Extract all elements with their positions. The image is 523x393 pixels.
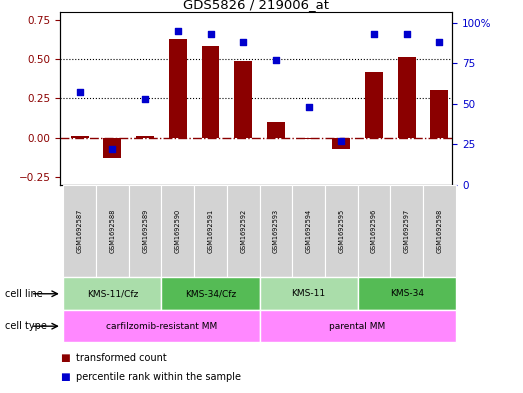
Bar [227, 185, 259, 277]
Point [174, 28, 182, 34]
Text: KMS-11: KMS-11 [291, 289, 326, 298]
Point [272, 57, 280, 63]
Text: GSM1692589: GSM1692589 [142, 209, 148, 253]
Text: cell type: cell type [5, 321, 47, 331]
Bar [234, 61, 252, 138]
Bar [71, 136, 89, 138]
Text: GSM1692594: GSM1692594 [305, 209, 312, 253]
Bar [63, 310, 259, 342]
Text: GSM1692588: GSM1692588 [109, 209, 116, 253]
Point [141, 95, 150, 102]
Text: percentile rank within the sample: percentile rank within the sample [76, 372, 241, 382]
Bar [390, 185, 423, 277]
Bar [358, 277, 456, 310]
Text: GSM1692596: GSM1692596 [371, 209, 377, 253]
Bar [332, 138, 350, 149]
Bar [136, 136, 154, 138]
Text: KMS-34/Cfz: KMS-34/Cfz [185, 289, 236, 298]
Bar [430, 90, 448, 138]
Point [206, 31, 214, 37]
Bar [162, 185, 194, 277]
Bar [63, 185, 96, 277]
Text: GSM1692597: GSM1692597 [404, 209, 410, 253]
Bar [104, 138, 121, 158]
Bar [129, 185, 162, 277]
Bar [201, 46, 220, 138]
Text: GSM1692590: GSM1692590 [175, 209, 181, 253]
Bar [423, 185, 456, 277]
Text: GSM1692598: GSM1692598 [436, 209, 442, 253]
Bar [397, 57, 416, 138]
Bar [162, 277, 259, 310]
Text: cell line: cell line [5, 289, 43, 299]
Bar [300, 138, 317, 139]
Bar [194, 185, 227, 277]
Text: GSM1692595: GSM1692595 [338, 209, 344, 253]
Bar [169, 39, 187, 138]
Text: transformed count: transformed count [76, 353, 167, 363]
Point [239, 39, 247, 45]
Text: KMS-11/Cfz: KMS-11/Cfz [87, 289, 138, 298]
Bar [358, 185, 390, 277]
Bar [259, 310, 456, 342]
Point [403, 31, 411, 37]
Bar [259, 185, 292, 277]
Point [75, 89, 84, 95]
Point [108, 146, 117, 152]
Text: KMS-34: KMS-34 [390, 289, 424, 298]
Point [435, 39, 444, 45]
Bar [365, 72, 383, 138]
Text: GSM1692587: GSM1692587 [77, 209, 83, 253]
Bar [267, 122, 285, 138]
Title: GDS5826 / 219006_at: GDS5826 / 219006_at [183, 0, 329, 11]
Text: ■: ■ [60, 353, 70, 363]
Text: GSM1692592: GSM1692592 [240, 209, 246, 253]
Text: ■: ■ [60, 372, 70, 382]
Point [304, 104, 313, 110]
Text: GSM1692593: GSM1692593 [273, 209, 279, 253]
Point [370, 31, 378, 37]
Point [337, 138, 345, 144]
Bar [96, 185, 129, 277]
Text: carfilzomib-resistant MM: carfilzomib-resistant MM [106, 322, 217, 331]
Bar [325, 185, 358, 277]
Text: GSM1692591: GSM1692591 [208, 209, 213, 253]
Bar [63, 277, 162, 310]
Text: parental MM: parental MM [329, 322, 386, 331]
Bar [259, 277, 358, 310]
Bar [292, 185, 325, 277]
